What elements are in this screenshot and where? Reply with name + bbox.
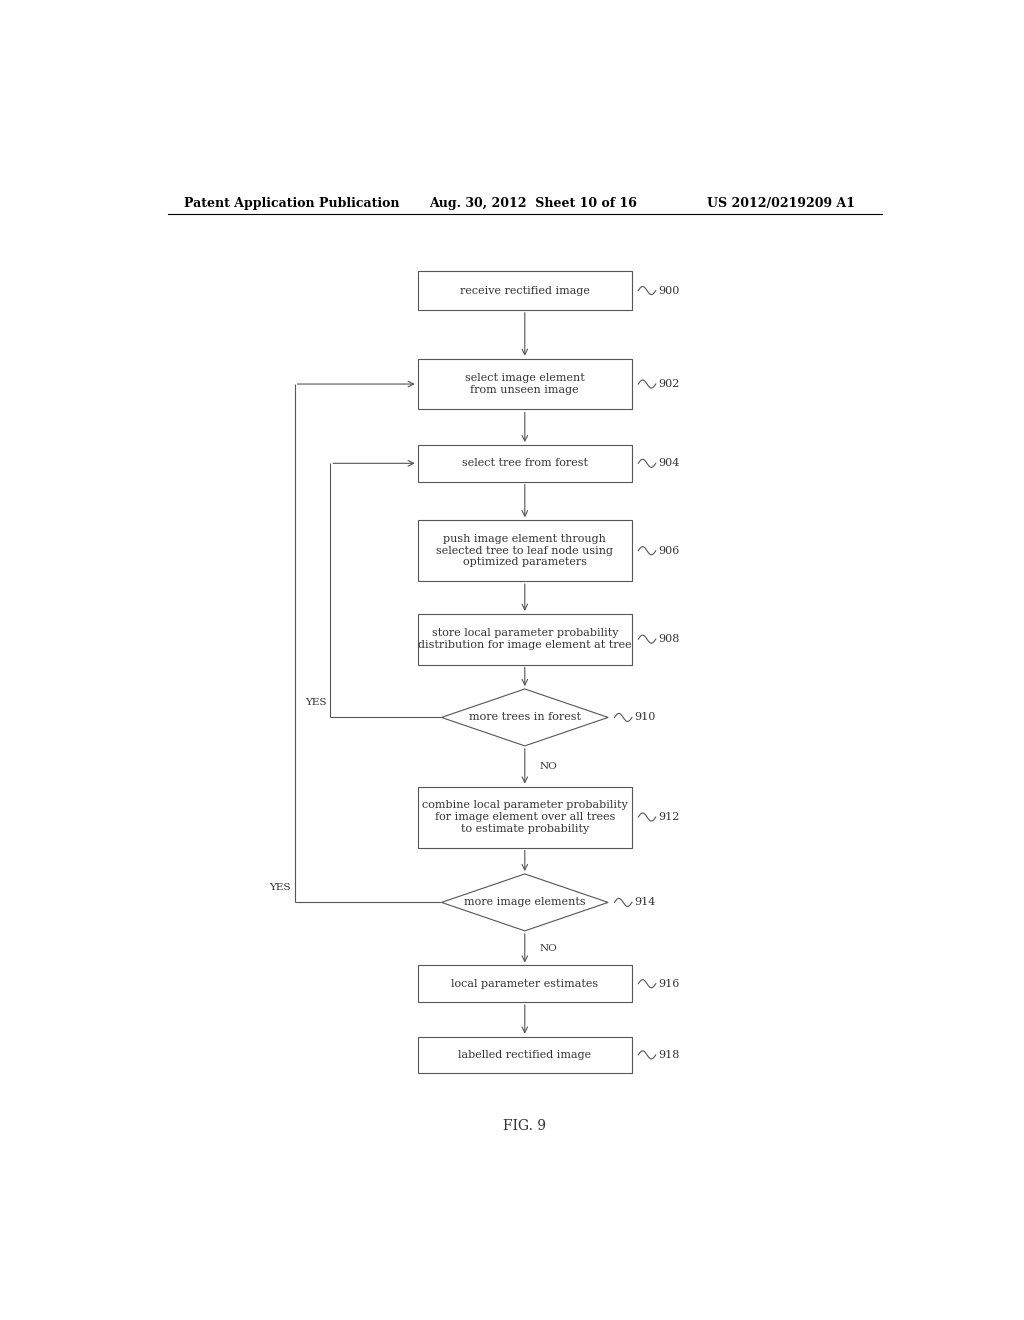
Text: local parameter estimates: local parameter estimates bbox=[452, 978, 598, 989]
Text: 914: 914 bbox=[634, 898, 655, 907]
Text: 906: 906 bbox=[658, 545, 680, 556]
Text: US 2012/0219209 A1: US 2012/0219209 A1 bbox=[708, 197, 855, 210]
Bar bbox=[418, 614, 632, 664]
Text: select image element
from unseen image: select image element from unseen image bbox=[465, 374, 585, 395]
Text: more image elements: more image elements bbox=[464, 898, 586, 907]
Text: combine local parameter probability
for image element over all trees
to estimate: combine local parameter probability for … bbox=[422, 800, 628, 834]
Text: NO: NO bbox=[539, 762, 557, 771]
Bar bbox=[418, 445, 632, 482]
Text: labelled rectified image: labelled rectified image bbox=[458, 1049, 592, 1060]
Text: 904: 904 bbox=[658, 458, 680, 469]
Text: more trees in forest: more trees in forest bbox=[469, 713, 581, 722]
Bar bbox=[418, 1036, 632, 1073]
Text: Aug. 30, 2012  Sheet 10 of 16: Aug. 30, 2012 Sheet 10 of 16 bbox=[430, 197, 638, 210]
Bar bbox=[418, 787, 632, 847]
Text: store local parameter probability
distribution for image element at tree: store local parameter probability distri… bbox=[418, 628, 632, 649]
Text: Patent Application Publication: Patent Application Publication bbox=[183, 197, 399, 210]
Text: 918: 918 bbox=[658, 1049, 680, 1060]
Polygon shape bbox=[441, 874, 608, 931]
Text: 902: 902 bbox=[658, 379, 680, 389]
Text: push image element through
selected tree to leaf node using
optimized parameters: push image element through selected tree… bbox=[436, 535, 613, 568]
Bar bbox=[418, 271, 632, 310]
Text: YES: YES bbox=[305, 698, 327, 708]
Text: 916: 916 bbox=[658, 978, 680, 989]
Text: 912: 912 bbox=[658, 812, 680, 822]
Text: 910: 910 bbox=[634, 713, 655, 722]
Text: 908: 908 bbox=[658, 634, 680, 644]
Bar bbox=[418, 965, 632, 1002]
Text: select tree from forest: select tree from forest bbox=[462, 458, 588, 469]
Text: receive rectified image: receive rectified image bbox=[460, 285, 590, 296]
Bar bbox=[418, 520, 632, 581]
Text: FIG. 9: FIG. 9 bbox=[504, 1119, 546, 1133]
Text: YES: YES bbox=[269, 883, 291, 892]
Text: 900: 900 bbox=[658, 285, 680, 296]
Bar bbox=[418, 359, 632, 409]
Text: NO: NO bbox=[539, 944, 557, 953]
Polygon shape bbox=[441, 689, 608, 746]
